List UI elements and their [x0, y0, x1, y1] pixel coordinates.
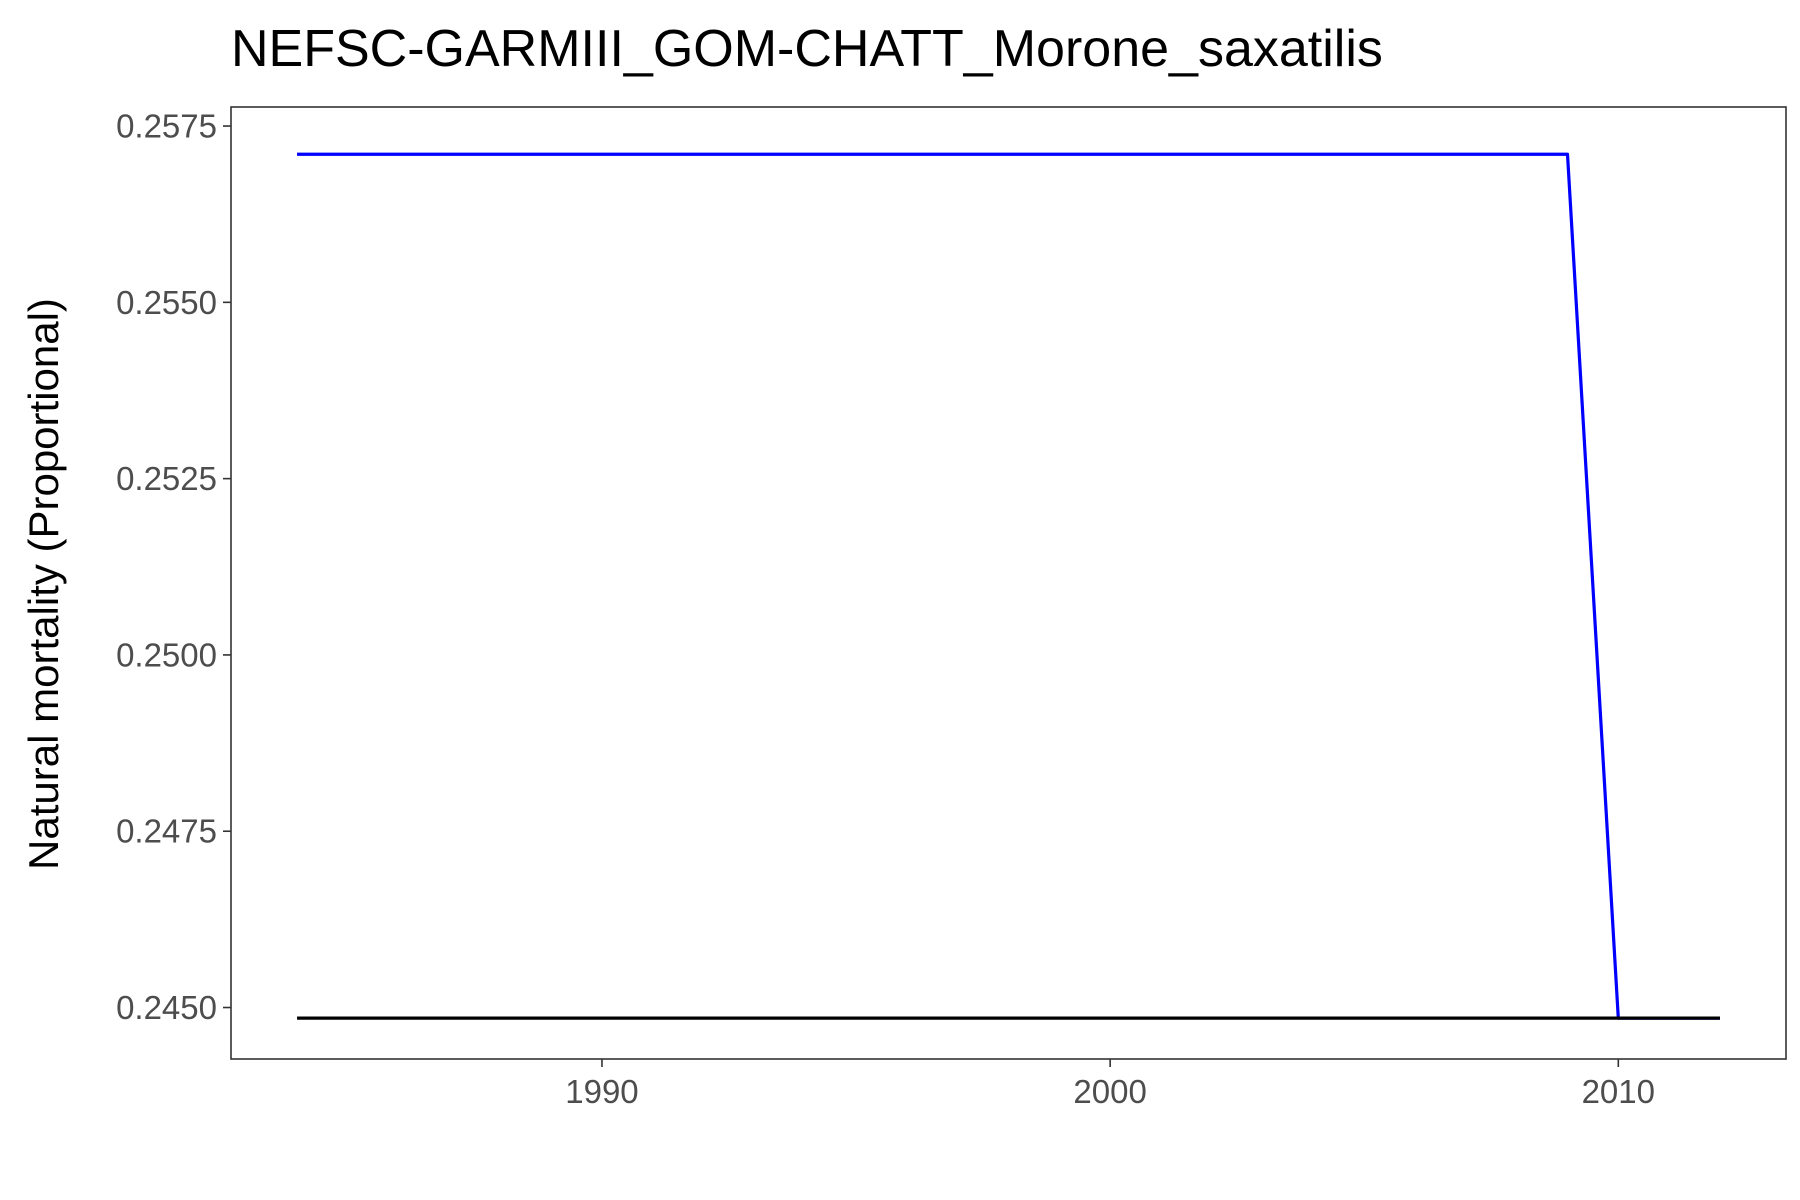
- series-layer: [297, 152, 1720, 1020]
- chart-title: NEFSC-GARMIII_GOM-CHATT_Morone_saxatilis: [231, 20, 1383, 78]
- y-tick-label: 0.2500: [116, 636, 217, 673]
- y-tick-label: 0.2475: [116, 813, 217, 850]
- x-tick-label: 1990: [565, 1073, 638, 1110]
- y-tick-label: 0.2575: [116, 108, 217, 145]
- x-tick-label: 2000: [1073, 1073, 1146, 1110]
- series-line-1: [297, 152, 1720, 1020]
- y-axis: 0.2450 0.2475 0.2500 0.2525 0.2550 0.2575: [116, 108, 231, 1026]
- y-tick-label: 0.2450: [116, 989, 217, 1026]
- y-axis-title: Natural mortality (Proportional): [20, 298, 67, 870]
- x-tick-label: 2010: [1582, 1073, 1655, 1110]
- plot-panel-border: [230, 106, 1787, 1060]
- y-tick-label: 0.2525: [116, 460, 217, 497]
- x-axis: 1990 2000 2010: [565, 1059, 1655, 1110]
- y-tick-label: 0.2550: [116, 284, 217, 321]
